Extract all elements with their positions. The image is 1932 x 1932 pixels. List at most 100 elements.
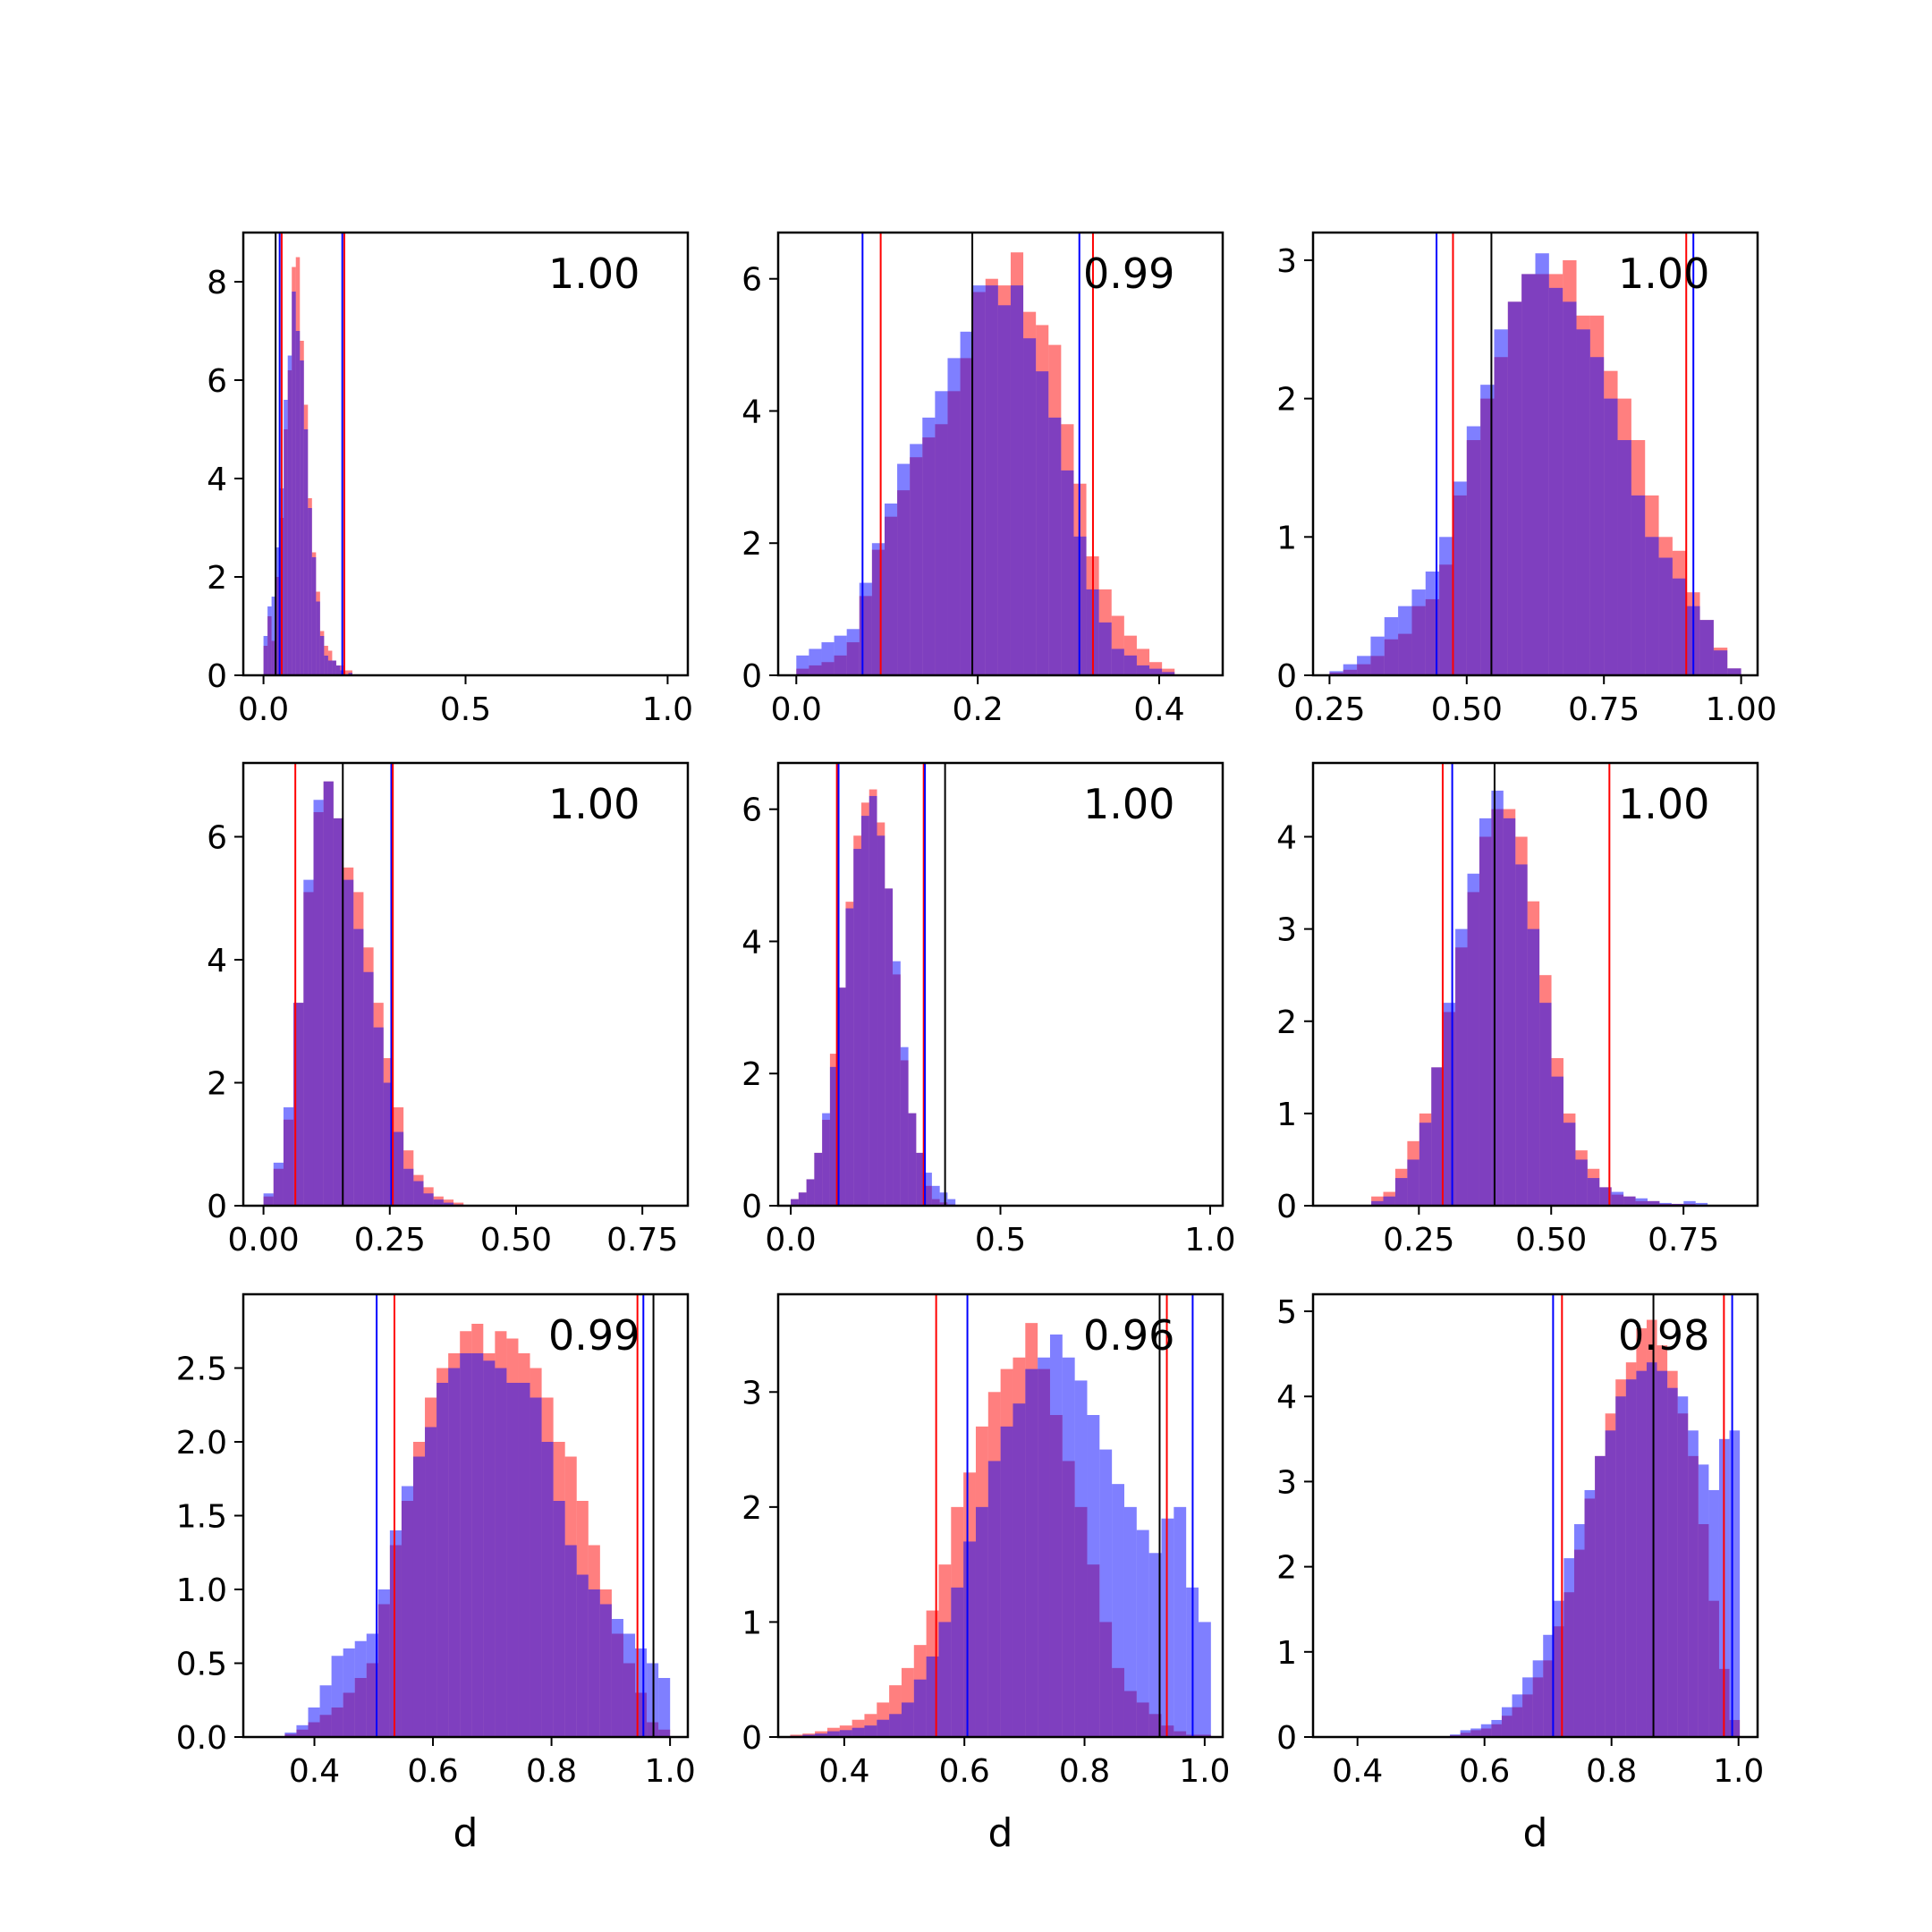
blue-histogram-bar [935,391,948,675]
x-axis-label: d [988,1810,1013,1856]
blue-histogram-bar [292,292,296,675]
x-tick-label: 0.50 [480,1222,552,1258]
blue-histogram-bar [348,673,352,675]
blue-histogram-bar [448,1368,461,1737]
blue-histogram-bar [1370,636,1385,675]
blue-histogram-bar [1553,1600,1564,1737]
blue-histogram-bar [815,1733,827,1737]
blue-histogram-bar [1174,1506,1187,1737]
blue-histogram-bar [947,358,961,675]
blue-histogram-bar [389,1530,402,1737]
blue-histogram-bar [1013,1403,1026,1737]
x-tick-label: 1.00 [1706,691,1777,728]
blue-histogram-bar [1467,873,1479,1206]
panel-annotation: 0.99 [548,1311,640,1360]
blue-histogram-bar [814,1152,823,1206]
blue-histogram-bar [1062,1357,1075,1737]
blue-histogram-bar [1584,1489,1596,1737]
blue-histogram-bar [333,818,344,1206]
blue-histogram-bar [1048,417,1062,675]
blue-histogram-bar [963,1541,976,1737]
y-tick-label: 2.5 [176,1352,227,1388]
blue-histogram-bar [987,1461,1001,1737]
blue-histogram-bar [916,1152,925,1206]
blue-histogram-bar [1699,620,1714,675]
blue-histogram-bar [1491,790,1504,1206]
blue-histogram-bar [1460,1730,1471,1737]
y-tick-label: 2 [741,526,762,563]
blue-histogram-bar [839,1730,852,1737]
y-tick-label: 1 [1276,1097,1297,1133]
blue-histogram-bar [363,971,374,1206]
blue-histogram-bar [1501,1707,1513,1737]
y-tick-label: 0.5 [176,1647,227,1683]
blue-histogram-bar [1357,656,1371,675]
blue-histogram-bar [947,1199,956,1206]
blue-histogram-bar [311,557,317,675]
blue-histogram-bar [300,360,304,675]
y-tick-label: 8 [207,265,227,301]
y-tick-label: 2 [207,560,227,597]
panel-row1-col3-plot-area [1329,233,1741,675]
blue-histogram-bar [263,1193,274,1206]
blue-histogram-bar [1672,578,1687,675]
panel-row3-col3-plot-area [1439,1294,1741,1737]
blue-histogram-bar [393,1131,404,1206]
blue-histogram-bar [1543,1634,1554,1737]
blue-histogram-bar [1563,301,1577,675]
blue-histogram-bar [271,597,276,675]
x-tick-label: 0.8 [1586,1753,1637,1790]
y-tick-label: 0 [741,1189,762,1225]
blue-histogram-bar [1657,1370,1668,1737]
blue-histogram-bar [931,1185,940,1206]
blue-histogram-bar [1099,1449,1113,1737]
x-tick-label: 1.0 [644,1753,695,1790]
blue-histogram-bar [893,961,901,1206]
blue-histogram-bar [1688,1430,1699,1737]
blue-histogram-bar [829,1066,838,1206]
blue-histogram-bar [1535,253,1549,675]
panel-row2-col3-axes-frame [1311,761,1759,1208]
blue-histogram-bar [1587,1178,1600,1206]
x-axis-label: d [453,1810,479,1856]
y-tick-label: 2 [1276,1004,1297,1041]
blue-histogram-bar [1025,1368,1038,1737]
blue-histogram-bar [859,582,872,675]
blue-histogram-bar [877,835,886,1206]
blue-histogram-bar [860,816,869,1206]
panel-row1-col3-axes-frame [1311,231,1759,677]
blue-histogram-bar [1112,1484,1124,1737]
blue-histogram-bar [1512,1694,1523,1737]
blue-histogram-bar [412,1456,426,1737]
x-tick-label: 0.6 [939,1753,990,1790]
blue-histogram-bar [323,781,334,1206]
blue-histogram-bar [1450,1734,1461,1737]
blue-histogram-bar [623,1633,636,1737]
panel-row2-col2-plot-area [791,763,956,1206]
panel-row3-col2-axes-frame [776,1292,1224,1739]
red-histogram-bar [343,670,349,675]
panel-row1-col2-axes-frame [776,231,1224,677]
blue-histogram-bar [1636,1370,1647,1737]
blue-histogram-bar [273,1162,284,1206]
blue-histogram-bar [922,417,936,675]
blue-histogram-bar [1515,864,1528,1206]
blue-histogram-bar [834,635,847,675]
blue-histogram-bar [1611,1191,1624,1206]
panel-row1-col2: 0.0 0.2 0.4 0 2 4 6 0.99 [741,231,1224,728]
x-tick-label: 0.8 [1059,1753,1110,1790]
blue-histogram-bar [599,1604,612,1737]
y-tick-label: 1 [1276,520,1297,556]
x-tick-label: 1.0 [1713,1753,1764,1790]
blue-histogram-bar [443,1202,454,1206]
blue-histogram-bar [1443,1003,1456,1206]
blue-histogram-bar [1061,470,1074,675]
y-tick-label: 3 [1276,1464,1297,1501]
blue-histogram-bar [910,444,923,675]
x-tick-label: 1.0 [1179,1753,1230,1790]
blue-histogram-bar [263,636,268,675]
blue-histogram-bar [1384,617,1399,675]
panel-annotation: 1.00 [1083,780,1174,828]
